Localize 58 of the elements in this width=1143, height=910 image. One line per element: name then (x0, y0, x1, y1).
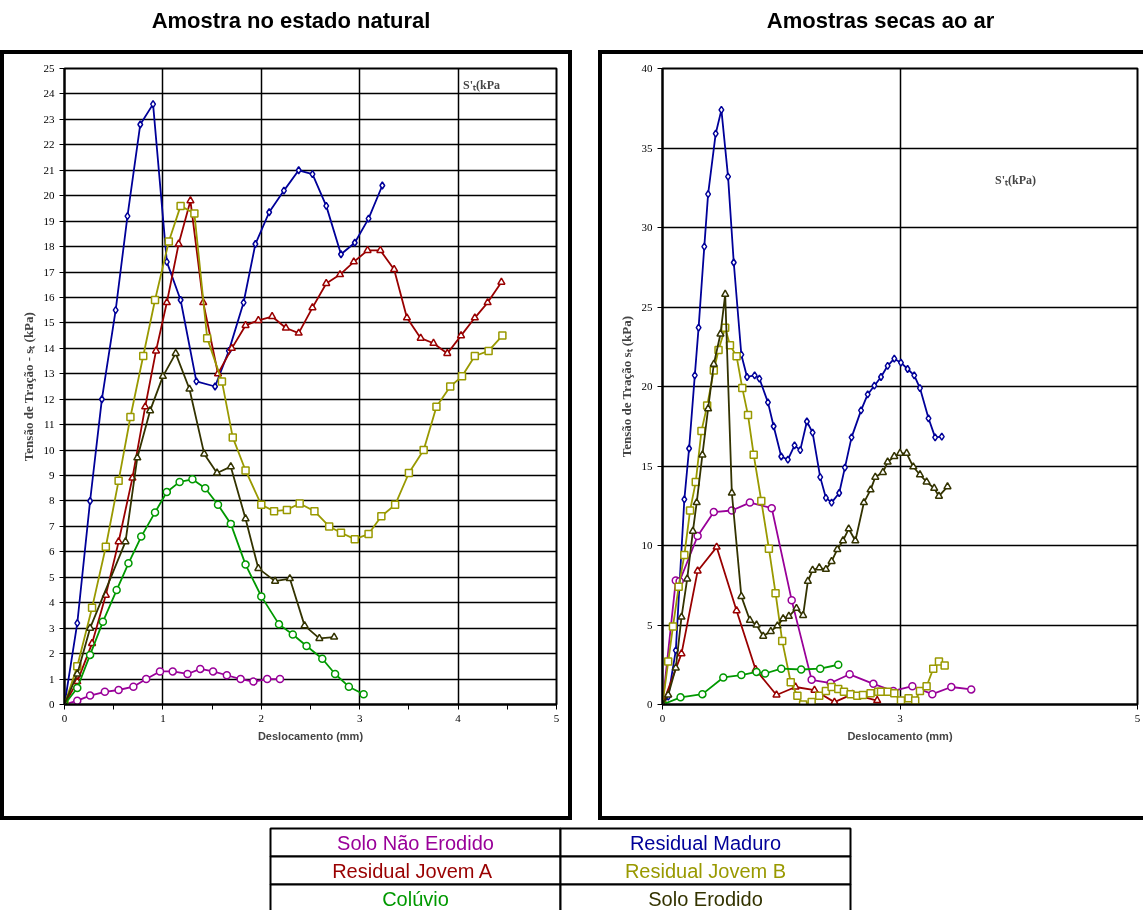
y-tick-label: 25 (641, 300, 653, 313)
x-axis-title: Deslocamento (mm) (847, 729, 953, 742)
y-tick-label: 21 (43, 163, 55, 176)
y-tick-label: 11 (43, 418, 55, 431)
y-tick-label: 0 (49, 698, 55, 710)
y-tick-label: 9 (49, 469, 55, 482)
y-tick-label: 12 (43, 392, 55, 405)
y-tick-label: 35 (641, 141, 653, 154)
chart-title: Amostras secas ao ar (766, 7, 995, 35)
y-tick-label: 0 (647, 698, 653, 710)
y-tick-label: 30 (641, 221, 653, 233)
y-tick-label: 16 (43, 290, 55, 303)
y-tick-label: 25 (43, 62, 55, 74)
text: Solo Não Erodido (337, 831, 494, 854)
y-tick-label: 22 (43, 138, 55, 151)
text: Residual Maduro (629, 831, 782, 854)
y-tick-label: 1 (49, 672, 55, 685)
y-tick-label: 10 (43, 443, 55, 456)
y-tick-label: 18 (43, 240, 55, 253)
y-tick-label: 14 (43, 341, 55, 354)
y-axis-title: Tensão de Tração sₜ (kPa) (618, 315, 634, 458)
annotation: S'ₜ(kPa (463, 78, 501, 93)
y-tick-label: 4 (49, 596, 55, 609)
y-tick-label: 10 (641, 539, 653, 551)
text: Solo Erodido (648, 887, 763, 910)
x-tick-label: 3 (356, 711, 363, 724)
x-tick-label: 0 (659, 711, 666, 724)
x-tick-label: 5 (553, 711, 560, 724)
x-tick-label: 4 (455, 711, 462, 724)
y-tick-label: 13 (43, 367, 55, 380)
text: Residual Jovem A (332, 859, 493, 882)
y-tick-label: 19 (43, 214, 55, 227)
text: Colúvio (382, 887, 449, 910)
annotation: S'ₜ(kPa) (995, 173, 1037, 188)
y-tick-label: 17 (43, 265, 55, 278)
y-tick-label: 5 (647, 618, 653, 631)
y-tick-label: 24 (43, 87, 55, 100)
y-tick-label: 40 (641, 62, 653, 74)
x-tick-label: 0 (61, 711, 68, 724)
x-tick-label: 2 (258, 711, 265, 724)
y-tick-label: 2 (49, 647, 55, 660)
y-tick-label: 5 (49, 570, 55, 583)
x-tick-label: 5 (1134, 711, 1141, 724)
y-tick-label: 15 (641, 459, 653, 472)
y-tick-label: 15 (43, 316, 55, 329)
chart-title: Amostra no estado natural (151, 7, 431, 35)
text: Residual Jovem B (624, 859, 787, 882)
y-tick-label: 3 (49, 621, 55, 634)
x-tick-label: 1 (160, 711, 166, 724)
y-tick-label: 7 (49, 519, 55, 532)
y-tick-label: 20 (641, 380, 653, 392)
y-tick-label: 20 (43, 189, 55, 202)
x-axis-title: Deslocamento (mm) (257, 729, 364, 742)
x-tick-label: 3 (897, 711, 904, 724)
y-axis-title: Tensão de Tração - sₜ (kPa) (20, 312, 36, 462)
y-tick-label: 23 (43, 112, 55, 125)
y-tick-label: 8 (49, 494, 55, 507)
y-tick-label: 6 (49, 545, 55, 558)
